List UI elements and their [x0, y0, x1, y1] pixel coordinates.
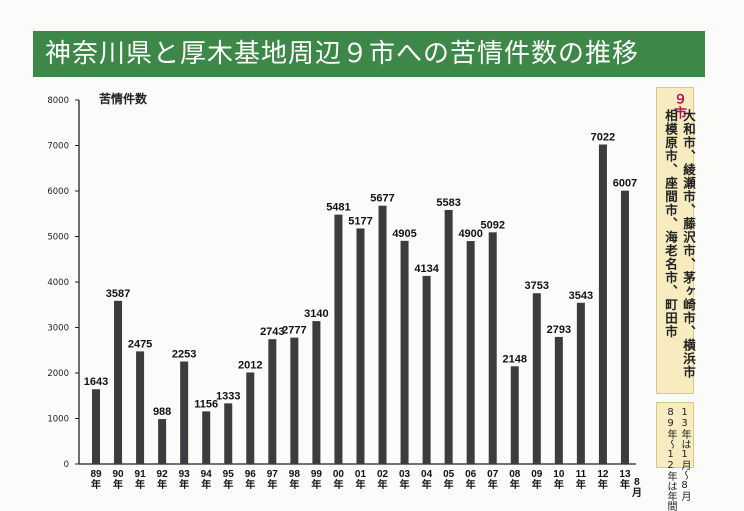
- bar: [598, 144, 607, 464]
- x-tick-label: 97 年: [267, 469, 279, 491]
- bar: [114, 300, 123, 464]
- data-label: 1156: [194, 398, 218, 410]
- bar: [510, 366, 519, 464]
- x-tick-label: 93 年: [179, 469, 191, 491]
- cities-list-line1: 大和市、綾瀬市、藤沢市、茅ヶ崎市、横浜市: [681, 109, 696, 379]
- x-tick-label: 03 年: [399, 469, 411, 491]
- x-tick-label: 98 年: [289, 469, 301, 491]
- y-tick-label: 7000: [47, 142, 69, 152]
- bar: [224, 403, 233, 464]
- x-tick-label: 96 年: [245, 469, 257, 491]
- x-tick-label: 06 年: [465, 469, 477, 491]
- x-tick-label: 94 年: [201, 469, 213, 491]
- data-label: 4900: [458, 228, 482, 240]
- bar: [312, 321, 321, 464]
- y-tick-label: 4000: [47, 278, 69, 288]
- bar: [532, 293, 541, 464]
- data-label: 6007: [613, 178, 637, 190]
- bar: [136, 351, 145, 464]
- data-label: 2253: [172, 348, 196, 360]
- data-label: 3543: [569, 290, 593, 302]
- data-label: 5481: [326, 202, 350, 214]
- x-tick-label: 95 年: [223, 469, 235, 491]
- bar: [554, 336, 563, 464]
- data-label: 2743: [260, 326, 284, 338]
- x-tick-label: 11 年: [576, 469, 587, 491]
- bar: [268, 339, 277, 464]
- x-tick-label: 99 年: [311, 469, 323, 491]
- x-tick-label: 89 年: [90, 469, 102, 491]
- data-label: 5092: [480, 219, 504, 231]
- bar: [466, 241, 475, 464]
- y-tick-label: 1000: [47, 415, 69, 425]
- bar: [488, 232, 497, 464]
- x-tick-label: 02 年: [377, 469, 389, 491]
- bar: [290, 337, 299, 464]
- x-tick-label: 92 年: [157, 469, 169, 491]
- data-label: 7022: [591, 131, 615, 143]
- bar: [158, 419, 167, 464]
- cities-list-line2: 相模原市、座間市、海老名市、町田市: [663, 109, 678, 339]
- cities-heading: ９市: [671, 92, 686, 120]
- x-tick-label: 01 年: [355, 469, 367, 491]
- x-tick-label: 13 年: [619, 469, 631, 491]
- cities-panel: [656, 87, 694, 394]
- data-label: 3753: [525, 280, 549, 292]
- bar: [246, 372, 255, 464]
- data-label: 2012: [238, 359, 262, 371]
- data-label: 1643: [84, 376, 108, 388]
- bar: [444, 209, 453, 464]
- bar: [334, 214, 343, 464]
- note-panel: [656, 402, 694, 468]
- data-label: 4134: [414, 263, 439, 275]
- bar: [422, 275, 431, 464]
- x-tick-label: 10 年: [553, 469, 565, 491]
- x-tick-label: 90 年: [112, 469, 124, 491]
- period-note-line2: 89年～12年は年間: [665, 407, 676, 511]
- bar: [92, 389, 100, 464]
- bar: [180, 361, 189, 464]
- y-tick-label: 0: [64, 460, 69, 470]
- data-label: 988: [153, 406, 171, 418]
- y-tick-label: 3000: [47, 324, 69, 334]
- bar: [356, 228, 365, 464]
- x-tick-label: 05 年: [443, 469, 455, 491]
- x-tick-label: 00 年: [333, 469, 345, 491]
- y-tick-label: 5000: [47, 233, 69, 243]
- bar: [378, 205, 387, 464]
- data-label: 5177: [348, 215, 372, 227]
- data-label: 3587: [106, 288, 130, 300]
- data-label: 5677: [370, 193, 394, 205]
- page-title: 神奈川県と厚木基地周辺９市への苦情件数の推移: [33, 31, 705, 77]
- bar: [400, 240, 409, 464]
- data-label: 2793: [547, 324, 571, 336]
- y-tick-label: 2000: [47, 369, 69, 379]
- data-label: 1333: [216, 390, 240, 402]
- data-label: 2777: [282, 325, 306, 337]
- data-label: 3140: [304, 308, 328, 320]
- x-tick-label: 09 年: [531, 469, 543, 491]
- y-axis-title: 苦情件数: [99, 91, 148, 106]
- x-tick-label: 04 年: [421, 469, 433, 491]
- x-tick-label: 12 年: [597, 469, 609, 491]
- period-note-line1: 13年は1月～8月: [679, 407, 690, 501]
- data-label: 4905: [392, 228, 416, 240]
- bar: [620, 190, 629, 464]
- x-tick-label: 08 年: [509, 469, 521, 491]
- y-tick-label: 6000: [47, 187, 69, 197]
- data-label: 2148: [503, 353, 527, 365]
- bar: [576, 302, 585, 464]
- x-tick-label: 07 年: [487, 469, 499, 491]
- data-label: 2475: [128, 338, 152, 350]
- data-label: 5583: [436, 197, 460, 209]
- x-tick-label: 91 年: [135, 469, 147, 491]
- y-tick-label: 8000: [47, 96, 69, 106]
- bar: [202, 411, 211, 464]
